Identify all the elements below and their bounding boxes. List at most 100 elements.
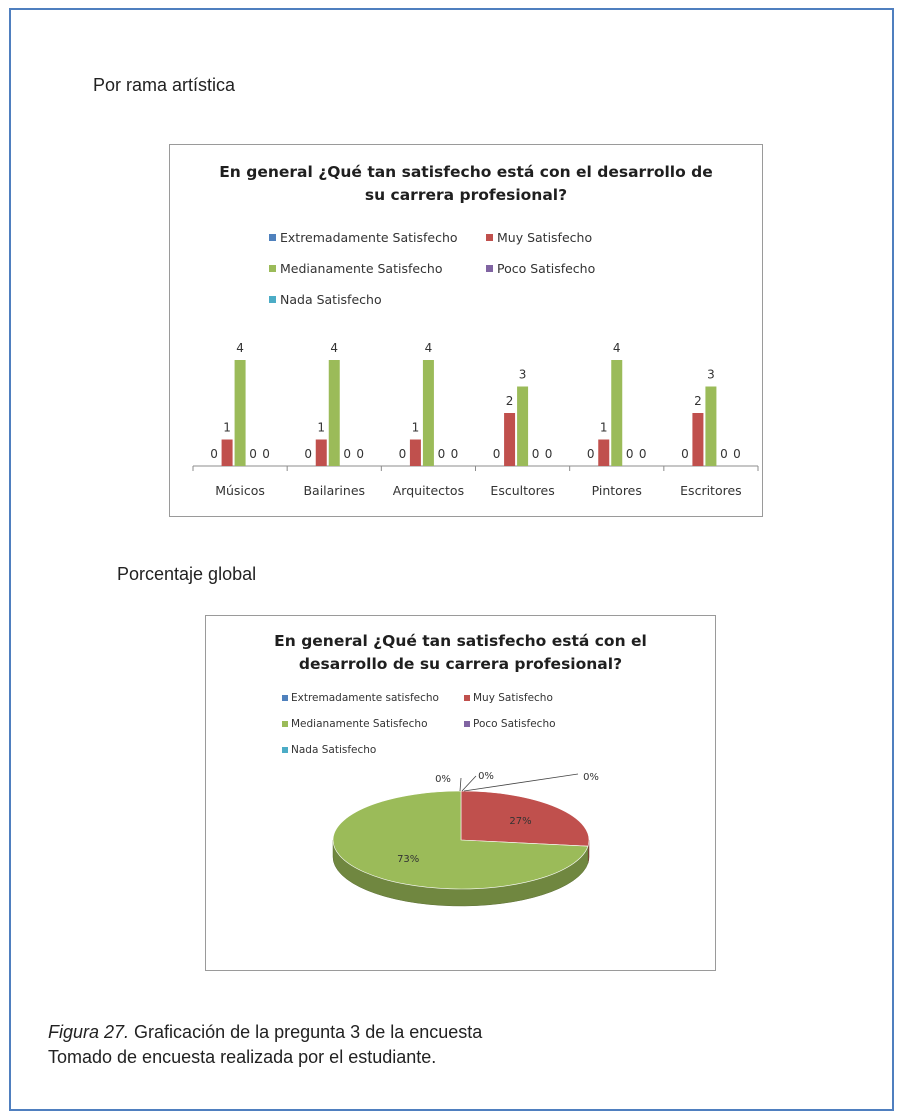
pie-legend-item: Medianamente Satisfecho bbox=[282, 718, 428, 730]
bar-data-label: 4 bbox=[330, 341, 338, 355]
pie-slice bbox=[460, 790, 590, 847]
page-frame bbox=[9, 8, 894, 1111]
bar bbox=[598, 439, 610, 466]
legend-label: Medianamente Satisfecho bbox=[291, 718, 428, 730]
pie-chart-panel: En general ¿Qué tan satisfecho está con … bbox=[205, 615, 716, 971]
bar bbox=[328, 360, 340, 466]
bar bbox=[504, 413, 516, 466]
bar-data-label: 4 bbox=[613, 341, 621, 355]
pie-leader-line bbox=[463, 773, 579, 792]
bar-legend-item: Extremadamente Satisfecho bbox=[269, 230, 458, 245]
legend-swatch bbox=[269, 296, 276, 303]
bar-data-label: 0 bbox=[681, 447, 689, 461]
legend-swatch bbox=[464, 695, 470, 701]
bar-data-label: 0 bbox=[720, 447, 728, 461]
x-tick-label: Escritores bbox=[680, 483, 742, 498]
x-tick-label: Músicos bbox=[215, 483, 265, 498]
x-tick-label: Escultores bbox=[490, 483, 554, 498]
legend-swatch bbox=[486, 234, 493, 241]
bar bbox=[692, 413, 704, 466]
bar-data-label: 3 bbox=[707, 368, 715, 382]
x-tick-label: Pintores bbox=[592, 483, 642, 498]
bar-chart-panel: En general ¿Qué tan satisfecho está con … bbox=[169, 144, 763, 517]
legend-swatch bbox=[464, 721, 470, 727]
bar-data-label: 0 bbox=[438, 447, 446, 461]
bar-chart-title-line1: En general ¿Qué tan satisfecho está con … bbox=[219, 163, 713, 181]
pie-legend-item: Nada Satisfecho bbox=[282, 744, 376, 756]
legend-label: Nada Satisfecho bbox=[291, 744, 377, 756]
bar-data-label: 1 bbox=[600, 421, 608, 435]
bar bbox=[409, 439, 421, 466]
pie-legend-item: Muy Satisfecho bbox=[464, 692, 553, 704]
pie-data-label: 0% bbox=[478, 771, 494, 782]
bar-data-label: 0 bbox=[249, 447, 257, 461]
figure-caption-text: Graficación de la pregunta 3 de la encue… bbox=[129, 1022, 483, 1042]
bar-data-label: 0 bbox=[343, 447, 351, 461]
pie-chart-title: En general ¿Qué tan satisfecho está con … bbox=[206, 630, 715, 676]
legend-swatch bbox=[269, 265, 276, 272]
bar bbox=[221, 439, 233, 466]
figure-label: Figura 27. bbox=[48, 1022, 130, 1042]
bar-legend-item: Medianamente Satisfecho bbox=[269, 261, 443, 276]
bar-data-label: 0 bbox=[545, 447, 553, 461]
legend-swatch bbox=[269, 234, 276, 241]
heading-by-branch: Por rama artística bbox=[93, 75, 236, 95]
pie-legend-item: Poco Satisfecho bbox=[464, 718, 556, 730]
pie-chart-title-line1: En general ¿Qué tan satisfecho está con … bbox=[274, 632, 647, 650]
bar bbox=[517, 386, 529, 466]
bar-data-label: 0 bbox=[399, 447, 407, 461]
bar-legend-item: Nada Satisfecho bbox=[269, 292, 382, 307]
bar-data-label: 2 bbox=[694, 394, 702, 408]
bar-data-label: 0 bbox=[356, 447, 364, 461]
bar-legend-item: Muy Satisfecho bbox=[486, 230, 592, 245]
legend-label: Muy Satisfecho bbox=[473, 692, 553, 704]
bar-data-label: 3 bbox=[519, 368, 527, 382]
pie-slice bbox=[332, 790, 589, 890]
bar-data-label: 4 bbox=[236, 341, 244, 355]
legend-label: Extremadamente Satisfecho bbox=[280, 230, 458, 245]
figure-caption-line1: Figura 27. Graficación de la pregunta 3 … bbox=[48, 1022, 482, 1043]
bar bbox=[422, 360, 434, 466]
bar-data-label: 0 bbox=[210, 447, 218, 461]
x-tick-label: Arquitectos bbox=[393, 483, 464, 498]
bar-data-label: 0 bbox=[304, 447, 312, 461]
bar-data-label: 0 bbox=[587, 447, 595, 461]
bar-data-label: 0 bbox=[493, 447, 501, 461]
bar-data-label: 0 bbox=[733, 447, 741, 461]
legend-label: Nada Satisfecho bbox=[280, 292, 382, 307]
bar-data-label: 0 bbox=[451, 447, 459, 461]
bar bbox=[705, 386, 717, 466]
legend-label: Poco Satisfecho bbox=[473, 718, 556, 730]
legend-swatch bbox=[282, 721, 288, 727]
bar bbox=[315, 439, 327, 466]
bar-data-label: 0 bbox=[626, 447, 634, 461]
pie-data-label: 73% bbox=[397, 854, 419, 865]
legend-swatch bbox=[282, 747, 288, 753]
bar-data-label: 1 bbox=[317, 421, 325, 435]
legend-label: Muy Satisfecho bbox=[497, 230, 593, 245]
bar bbox=[611, 360, 623, 466]
bar-data-label: 1 bbox=[223, 421, 231, 435]
pie-data-label: 0% bbox=[435, 774, 451, 785]
bar-legend-item: Poco Satisfecho bbox=[486, 261, 595, 276]
bar-data-label: 0 bbox=[262, 447, 270, 461]
bar-data-label: 0 bbox=[639, 447, 647, 461]
bar bbox=[234, 360, 246, 466]
legend-label: Extremadamente satisfecho bbox=[291, 692, 439, 704]
pie-data-label: 27% bbox=[509, 816, 531, 827]
bar-data-label: 0 bbox=[532, 447, 540, 461]
pie-leader-line bbox=[461, 775, 477, 792]
legend-label: Medianamente Satisfecho bbox=[280, 261, 443, 276]
legend-swatch bbox=[486, 265, 493, 272]
pie-legend-item: Extremadamente satisfecho bbox=[282, 692, 439, 704]
pie-chart-title-line2: desarrollo de su carrera profesional? bbox=[298, 655, 623, 673]
pie-chart-plot: 27% 73% 0% 0% 0% bbox=[332, 771, 599, 907]
legend-swatch bbox=[282, 695, 288, 701]
bar-data-label: 1 bbox=[412, 421, 420, 435]
bar-chart-title: En general ¿Qué tan satisfecho está con … bbox=[170, 161, 762, 207]
bar-chart-title-line2: su carrera profesional? bbox=[364, 186, 568, 204]
legend-label: Poco Satisfecho bbox=[497, 261, 596, 276]
pie-data-label: 0% bbox=[583, 772, 599, 783]
pie-leader-line bbox=[459, 777, 462, 792]
